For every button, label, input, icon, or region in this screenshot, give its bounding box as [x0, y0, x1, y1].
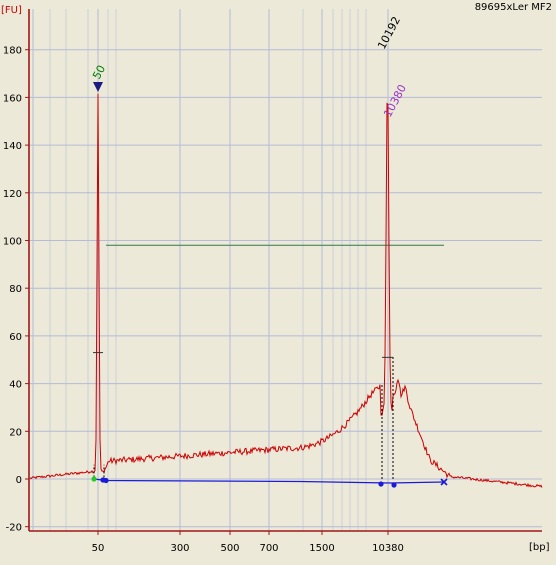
trace-layer	[29, 93, 543, 488]
end-point-marker	[440, 478, 448, 486]
y-tick-label: 180	[3, 46, 22, 57]
y-tick-label: 140	[3, 141, 22, 152]
marker-layer	[91, 82, 448, 488]
y-tick-label: 80	[9, 284, 22, 295]
baseline-point-marker	[378, 481, 384, 487]
x-tick-label: 500	[220, 543, 239, 554]
x-tick-label: 50	[92, 543, 105, 554]
x-tick-label: 10380	[372, 543, 404, 554]
trace-line	[29, 93, 543, 488]
y-tick-label: 100	[3, 237, 22, 248]
ladder-peak-marker	[93, 82, 103, 92]
y-tick-label: 0	[16, 475, 22, 486]
y-tick-label: 20	[9, 427, 22, 438]
x-tick-labels: 50 300 500 700 1500 10380	[92, 531, 404, 554]
x-tick-label: 700	[259, 543, 278, 554]
y-tick-labels: -20 0 20 40 60 80 100 120 140 160 180	[3, 46, 29, 534]
y-tick-label: 120	[3, 189, 22, 200]
y-tick-label: 160	[3, 93, 22, 104]
x-tick-label: 300	[170, 543, 189, 554]
x-tick-label: 1500	[309, 543, 334, 554]
y-tick-label: 40	[9, 380, 22, 391]
y-axis-label: [FU]	[1, 5, 22, 16]
plot-area	[29, 9, 542, 531]
y-tick-label: -20	[6, 523, 22, 534]
chart-title: 89695xLer MF2	[475, 2, 552, 13]
baseline-point-marker	[103, 477, 109, 484]
baseline-point-marker	[391, 482, 397, 488]
x-axis-label: [bp]	[529, 542, 550, 553]
peak-label: 50	[90, 63, 108, 81]
grid-lines	[29, 9, 542, 531]
start-point-marker	[91, 476, 97, 482]
y-tick-label: 60	[9, 332, 22, 343]
